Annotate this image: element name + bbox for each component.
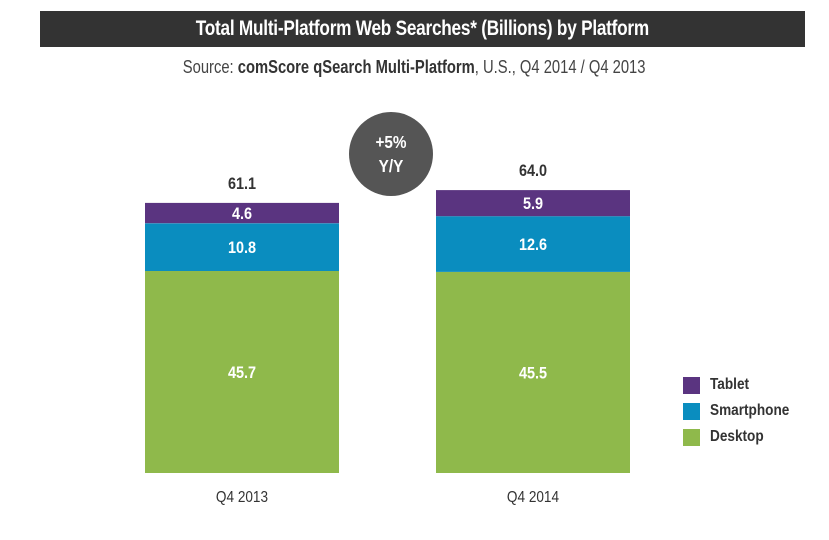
total-label-0: 61.1 [228, 175, 256, 193]
legend-item-tablet: Tablet [683, 372, 803, 398]
legend: Tablet Smartphone Desktop [683, 372, 803, 450]
legend-label-tablet: Tablet [710, 376, 750, 393]
value-label-smartphone-0: 10.8 [228, 239, 256, 257]
yoy-badge [349, 112, 433, 196]
legend-label-desktop: Desktop [710, 428, 764, 445]
legend-item-desktop: Desktop [683, 424, 803, 450]
bar-desktop-1 [436, 271, 630, 473]
value-label-desktop-1: 45.5 [519, 364, 547, 382]
chart-subtitle: Source: comScore qSearch Multi-Platform,… [0, 57, 829, 78]
chart-title-bar: Total Multi-Platform Web Searches* (Bill… [40, 11, 805, 47]
legend-item-smartphone: Smartphone [683, 398, 803, 424]
legend-swatch-tablet [683, 376, 700, 394]
bar-smartphone-1 [436, 216, 630, 272]
legend-swatch-smartphone [683, 402, 700, 420]
subtitle-source: comScore qSearch Multi-Platform [238, 57, 476, 77]
legend-swatch-desktop [683, 428, 700, 446]
bar-smartphone-0 [145, 223, 339, 271]
total-label-1: 64.0 [519, 162, 547, 180]
bar-tablet-1 [436, 190, 630, 217]
subtitle-prefix: Source: [183, 57, 239, 77]
legend-label-smartphone: Smartphone [710, 402, 790, 419]
bar-tablet-0 [145, 202, 339, 224]
yoy-badge-period: Y/Y [379, 156, 404, 176]
subtitle-suffix: , U.S., Q4 2014 / Q4 2013 [475, 57, 646, 77]
yoy-badge-percent: +5% [375, 132, 406, 152]
value-label-tablet-0: 4.6 [232, 205, 252, 223]
category-label-0: Q4 2013 [216, 489, 268, 506]
chart-title: Total Multi-Platform Web Searches* (Bill… [195, 17, 650, 40]
value-label-smartphone-1: 12.6 [519, 236, 547, 254]
value-label-tablet-1: 5.9 [523, 195, 543, 213]
value-label-desktop-0: 45.7 [228, 364, 256, 382]
bar-desktop-0 [145, 271, 339, 473]
category-label-1: Q4 2014 [507, 489, 559, 506]
